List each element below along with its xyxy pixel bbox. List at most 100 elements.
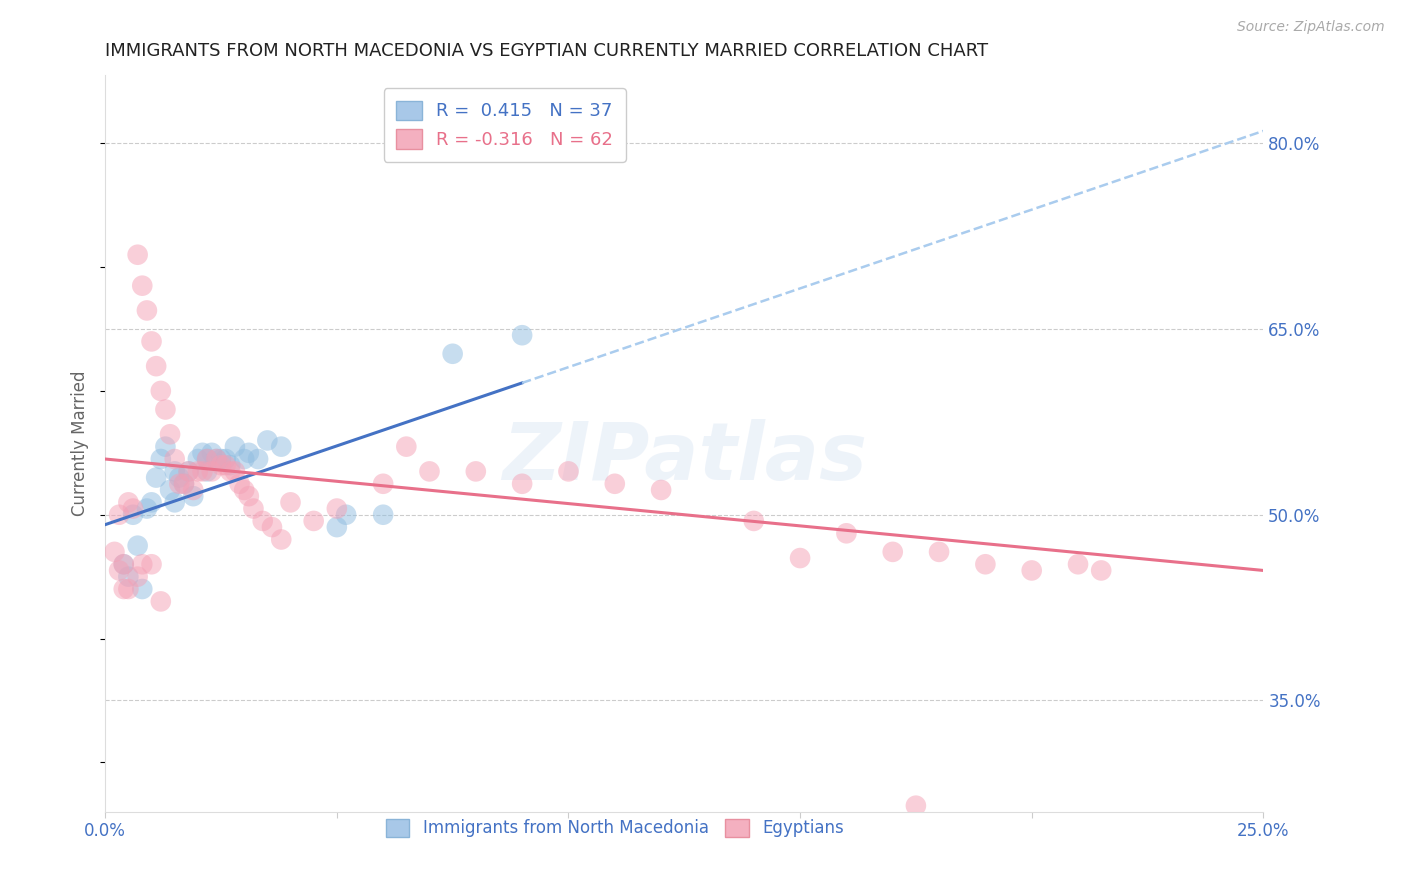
Point	[195, 464, 218, 478]
Point	[169, 470, 191, 484]
Point	[177, 464, 200, 478]
Text: Source: ZipAtlas.com: Source: ZipAtlas.com	[1237, 20, 1385, 34]
Point	[177, 464, 200, 478]
Point	[145, 359, 167, 373]
Point	[149, 384, 172, 398]
Point	[155, 440, 177, 454]
Point	[557, 464, 579, 478]
Point	[224, 440, 246, 454]
Point	[173, 476, 195, 491]
Point	[141, 334, 163, 349]
Point	[510, 328, 533, 343]
Point	[441, 347, 464, 361]
Point	[789, 551, 811, 566]
Point	[238, 446, 260, 460]
Point	[149, 594, 172, 608]
Point	[117, 495, 139, 509]
Point	[242, 501, 264, 516]
Point	[187, 452, 209, 467]
Point	[233, 452, 256, 467]
Point	[122, 501, 145, 516]
Point	[181, 483, 204, 497]
Point	[603, 476, 626, 491]
Point	[169, 476, 191, 491]
Point	[326, 501, 349, 516]
Point	[205, 452, 228, 467]
Text: ZIPatlas: ZIPatlas	[502, 419, 866, 497]
Point	[131, 278, 153, 293]
Point	[238, 489, 260, 503]
Point	[1021, 564, 1043, 578]
Point	[233, 483, 256, 497]
Point	[1090, 564, 1112, 578]
Point	[191, 446, 214, 460]
Point	[159, 483, 181, 497]
Point	[112, 558, 135, 572]
Point	[103, 545, 125, 559]
Point	[127, 539, 149, 553]
Point	[122, 508, 145, 522]
Point	[326, 520, 349, 534]
Point	[302, 514, 325, 528]
Point	[209, 452, 232, 467]
Point	[219, 464, 242, 478]
Text: IMMIGRANTS FROM NORTH MACEDONIA VS EGYPTIAN CURRENTLY MARRIED CORRELATION CHART: IMMIGRANTS FROM NORTH MACEDONIA VS EGYPT…	[105, 42, 988, 60]
Point	[195, 452, 218, 467]
Point	[256, 434, 278, 448]
Y-axis label: Currently Married: Currently Married	[72, 371, 89, 516]
Point	[928, 545, 950, 559]
Point	[108, 564, 131, 578]
Point	[131, 558, 153, 572]
Point	[373, 508, 395, 522]
Point	[280, 495, 302, 509]
Point	[205, 452, 228, 467]
Point	[195, 452, 218, 467]
Point	[141, 495, 163, 509]
Point	[155, 402, 177, 417]
Point	[201, 446, 224, 460]
Point	[270, 440, 292, 454]
Point	[112, 558, 135, 572]
Point	[141, 558, 163, 572]
Point	[159, 427, 181, 442]
Point	[131, 582, 153, 596]
Point	[108, 508, 131, 522]
Point	[135, 501, 157, 516]
Point	[373, 476, 395, 491]
Point	[270, 533, 292, 547]
Point	[904, 798, 927, 813]
Point	[214, 452, 236, 467]
Point	[163, 464, 186, 478]
Point	[209, 458, 232, 473]
Point	[252, 514, 274, 528]
Point	[650, 483, 672, 497]
Point	[742, 514, 765, 528]
Legend: Immigrants from North Macedonia, Egyptians: Immigrants from North Macedonia, Egyptia…	[380, 812, 851, 844]
Point	[187, 464, 209, 478]
Point	[145, 470, 167, 484]
Point	[117, 582, 139, 596]
Point	[418, 464, 440, 478]
Point	[1067, 558, 1090, 572]
Point	[112, 582, 135, 596]
Point	[882, 545, 904, 559]
Point	[191, 464, 214, 478]
Point	[201, 464, 224, 478]
Point	[224, 464, 246, 478]
Point	[835, 526, 858, 541]
Point	[127, 248, 149, 262]
Point	[149, 452, 172, 467]
Point	[510, 476, 533, 491]
Point	[219, 458, 242, 473]
Point	[163, 495, 186, 509]
Point	[127, 569, 149, 583]
Point	[214, 458, 236, 473]
Point	[247, 452, 270, 467]
Point	[335, 508, 357, 522]
Point	[117, 569, 139, 583]
Point	[260, 520, 283, 534]
Point	[464, 464, 486, 478]
Point	[173, 476, 195, 491]
Point	[181, 489, 204, 503]
Point	[135, 303, 157, 318]
